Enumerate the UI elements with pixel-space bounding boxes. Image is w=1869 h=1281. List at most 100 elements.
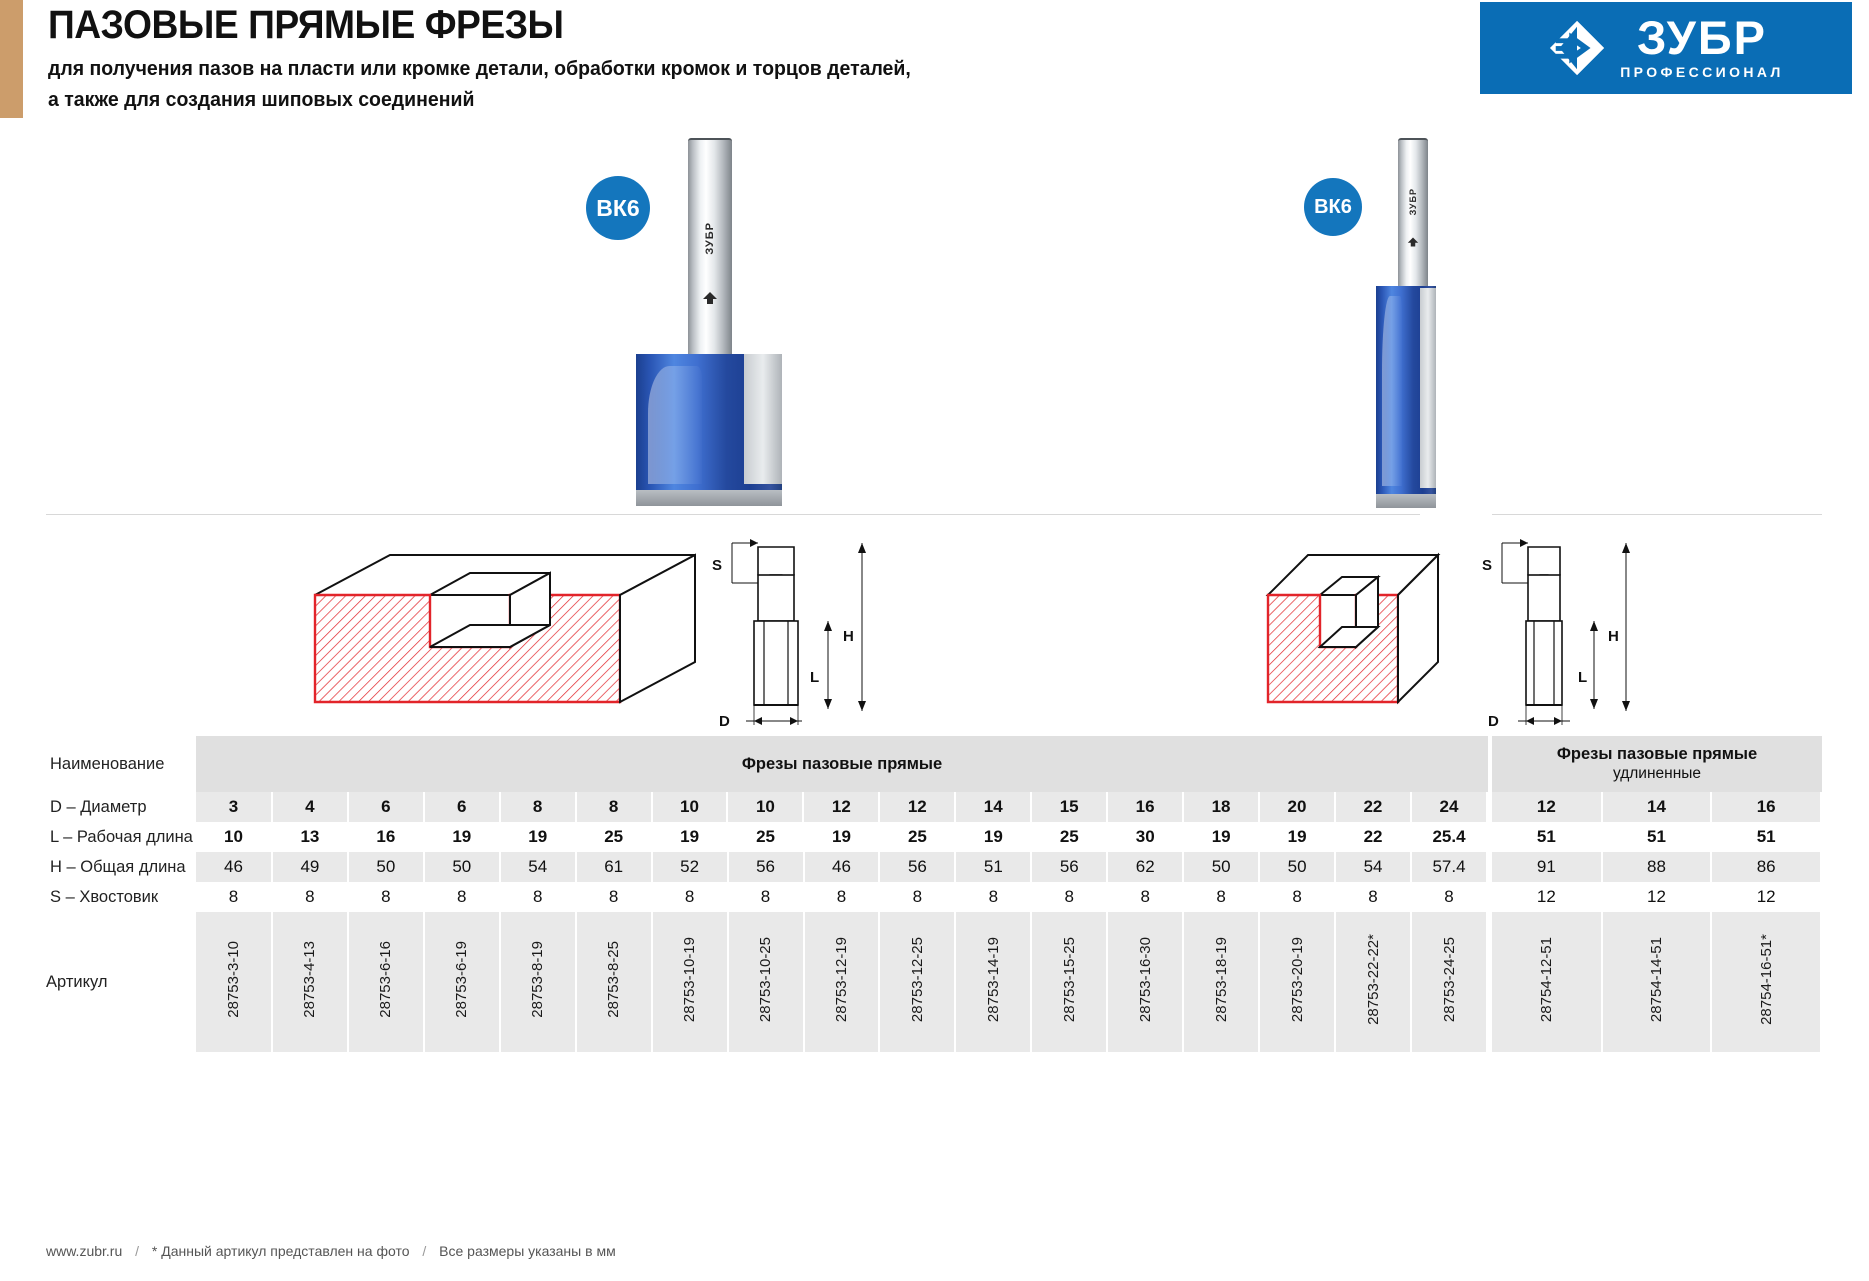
carbide-grade-badge-standard: ВК6 bbox=[586, 176, 650, 240]
shank-brand-label-extended: ЗУБР bbox=[1408, 188, 1418, 216]
article-code: 28754-16-51* bbox=[1757, 934, 1775, 1025]
product-photo-area: ВК6 ЗУБР ВК6 ЗУБР bbox=[0, 118, 1869, 518]
zubr-mark-icon bbox=[1550, 20, 1605, 76]
cell-diameter-1: 4 bbox=[271, 792, 349, 822]
bit-body-gloss-extended bbox=[1382, 296, 1402, 486]
article-code: 28753-12-25 bbox=[908, 936, 926, 1023]
article-cell-15: 28753-22-22* bbox=[1335, 912, 1412, 1052]
article-code: 28753-10-19 bbox=[681, 936, 699, 1023]
article-code: 28753-6-16 bbox=[377, 941, 395, 1018]
ext-cell-work-length-1: 51 bbox=[1601, 822, 1713, 852]
dimension-label-h-right: H bbox=[1608, 628, 1619, 645]
article-code: 28753-24-25 bbox=[1440, 936, 1458, 1023]
group-header-extended: Фрезы пазовые прямые удлиненные bbox=[1492, 736, 1822, 792]
article-cell-2: 28753-6-16 bbox=[347, 912, 425, 1052]
cell-work-length-10: 19 bbox=[955, 822, 1033, 852]
article-cell-0: 28754-12-51 bbox=[1492, 912, 1603, 1052]
dimension-label-s-left: S bbox=[712, 557, 723, 574]
dimension-drawing-left bbox=[731, 539, 866, 725]
ext-row-work-length: 51 51 51 bbox=[1492, 822, 1822, 852]
ext-cell-diameter-0: 12 bbox=[1492, 792, 1603, 822]
article-cell-2: 28754-16-51* bbox=[1711, 912, 1822, 1052]
cell-work-length-14: 19 bbox=[1259, 822, 1337, 852]
spec-table-standard: Наименование Фрезы пазовые прямые D – Ди… bbox=[46, 736, 1489, 1052]
cell-total-length-3: 50 bbox=[423, 852, 501, 882]
cell-work-length-11: 25 bbox=[1031, 822, 1109, 852]
dimension-label-h-left: H bbox=[843, 628, 854, 645]
dimension-label-d-left: D bbox=[719, 713, 730, 730]
article-code: 28753-20-19 bbox=[1288, 936, 1306, 1023]
article-code: 28753-4-13 bbox=[301, 941, 319, 1018]
dimension-drawing-right bbox=[1501, 539, 1630, 725]
group-header-extended-main: Фрезы пазовые прямые bbox=[1556, 745, 1758, 763]
article-cell-0: 28753-3-10 bbox=[196, 912, 273, 1052]
shank-arrow-icon-extended bbox=[1407, 237, 1419, 247]
cell-diameter-16: 24 bbox=[1410, 792, 1489, 822]
cell-total-length-11: 56 bbox=[1031, 852, 1109, 882]
header-text-block: ПАЗОВЫЕ ПРЯМЫЕ ФРЕЗЫ для получения пазов… bbox=[48, 3, 1448, 114]
cell-work-length-16: 25.4 bbox=[1411, 822, 1488, 852]
footer-note-units: Все размеры указаны в мм bbox=[439, 1243, 616, 1259]
cell-shank-14: 8 bbox=[1259, 882, 1337, 912]
footer-site[interactable]: www.zubr.ru bbox=[46, 1243, 123, 1259]
cell-shank-11: 8 bbox=[1031, 882, 1109, 912]
ext-cell-work-length-2: 51 bbox=[1711, 822, 1822, 852]
cell-shank-10: 8 bbox=[955, 882, 1033, 912]
article-cell-8: 28753-12-19 bbox=[803, 912, 881, 1052]
cell-diameter-9: 12 bbox=[879, 792, 957, 822]
footer: www.zubr.ru / * Данный артикул представл… bbox=[46, 1243, 616, 1259]
router-bit-extended-photo: ЗУБР bbox=[1368, 138, 1468, 508]
cell-shank-1: 8 bbox=[271, 882, 349, 912]
logo-tagline-text: ПРОФЕССИОНАЛ bbox=[1620, 63, 1784, 80]
footer-separator-1: / bbox=[135, 1243, 140, 1259]
dimension-label-d-right: D bbox=[1488, 713, 1499, 730]
dimension-label-l-right: L bbox=[1578, 669, 1588, 686]
bit-flute-extended bbox=[1420, 288, 1436, 488]
shank-arrow-icon-standard bbox=[703, 292, 717, 304]
cell-shank-12: 8 bbox=[1107, 882, 1185, 912]
workpiece-groove-illustration-right bbox=[1265, 552, 1441, 705]
cell-total-length-4: 54 bbox=[499, 852, 577, 882]
cell-diameter-13: 18 bbox=[1183, 792, 1261, 822]
cell-work-length-15: 22 bbox=[1335, 822, 1412, 852]
page-subtitle-line1: для получения пазов на пласти или кромке… bbox=[48, 57, 911, 81]
row-label-article: Артикул bbox=[46, 972, 108, 991]
footer-separator-2: / bbox=[422, 1243, 427, 1259]
cell-work-length-4: 19 bbox=[499, 822, 577, 852]
ext-cell-total-length-0: 91 bbox=[1492, 852, 1603, 882]
article-code: 28753-8-25 bbox=[605, 941, 623, 1018]
article-cell-14: 28753-20-19 bbox=[1259, 912, 1337, 1052]
cell-diameter-8: 12 bbox=[803, 792, 881, 822]
ext-cell-work-length-0: 51 bbox=[1492, 822, 1603, 852]
ext-cell-shank-2: 12 bbox=[1711, 882, 1822, 912]
logo-brand-text: ЗУБР bbox=[1636, 11, 1768, 65]
cell-total-length-10: 51 bbox=[955, 852, 1033, 882]
article-code: 28753-8-19 bbox=[529, 941, 547, 1018]
page-subtitle-line2: а также для создания шиповых соединений bbox=[48, 88, 475, 112]
article-code: 28754-12-51 bbox=[1537, 936, 1555, 1023]
article-code: 28754-14-51 bbox=[1647, 936, 1665, 1023]
cell-total-length-14: 50 bbox=[1259, 852, 1337, 882]
article-cell-9: 28753-12-25 bbox=[879, 912, 957, 1052]
table-row-group-header: Наименование Фрезы пазовые прямые bbox=[46, 736, 1488, 792]
cell-diameter-12: 16 bbox=[1107, 792, 1185, 822]
article-code: 28753-15-25 bbox=[1060, 936, 1078, 1023]
cell-total-length-12: 62 bbox=[1107, 852, 1185, 882]
cell-shank-8: 8 bbox=[803, 882, 881, 912]
brand-logo: ЗУБР ПРОФЕССИОНАЛ bbox=[1480, 2, 1852, 94]
cell-shank-13: 8 bbox=[1183, 882, 1261, 912]
ext-cell-diameter-1: 14 bbox=[1601, 792, 1713, 822]
spec-table-extended: Фрезы пазовые прямые удлиненные 12 14 16 5… bbox=[1492, 736, 1822, 1052]
photo-divider-right bbox=[1492, 514, 1822, 515]
article-cell-3: 28753-6-19 bbox=[423, 912, 501, 1052]
cell-total-length-9: 56 bbox=[879, 852, 957, 882]
table-row-article: Артикул 28753-3-10 28753-4-13 28753-6-16 28… bbox=[46, 912, 1488, 1052]
article-code: 28753-3-10 bbox=[224, 941, 242, 1018]
bit-body-gloss-standard bbox=[648, 366, 702, 484]
cell-work-length-3: 19 bbox=[423, 822, 501, 852]
cell-total-length-1: 49 bbox=[271, 852, 349, 882]
cell-diameter-7: 10 bbox=[727, 792, 805, 822]
workpiece-groove-illustration-left bbox=[313, 553, 696, 704]
cell-diameter-11: 15 bbox=[1031, 792, 1109, 822]
